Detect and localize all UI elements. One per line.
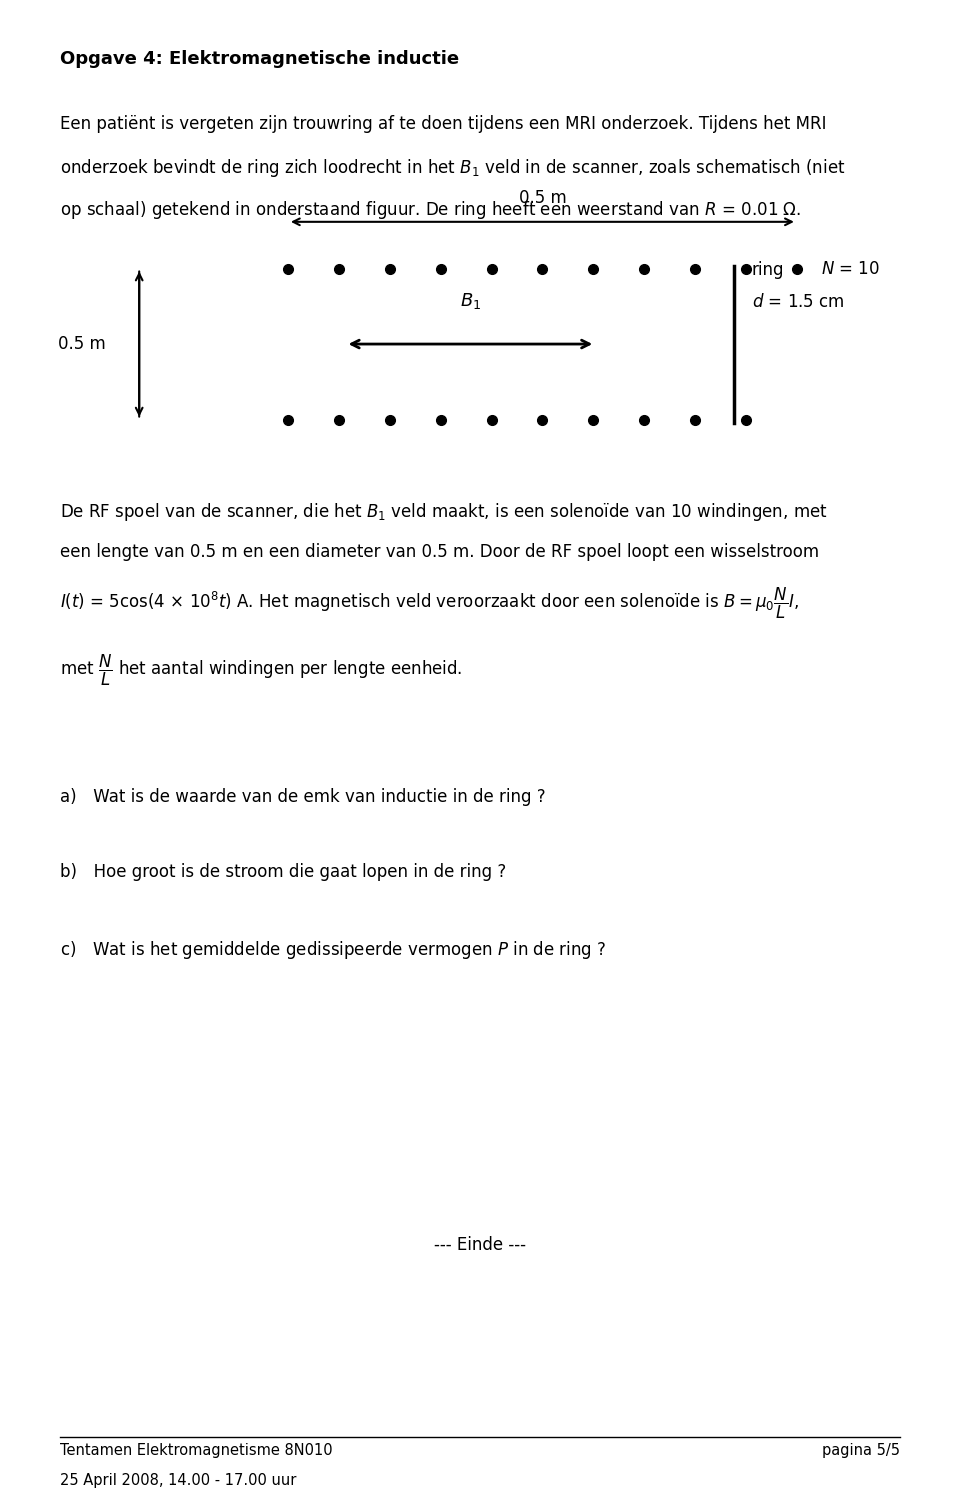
Text: De RF spoel van de scanner, die het $B_1$ veld maakt, is een solenoïde van 10 wi: De RF spoel van de scanner, die het $B_1… bbox=[60, 501, 828, 524]
Text: met $\dfrac{N}{L}$ het aantal windingen per lengte eenheid.: met $\dfrac{N}{L}$ het aantal windingen … bbox=[60, 653, 463, 688]
Text: c) Wat is het gemiddelde gedissipeerde vermogen $P$ in de ring ?: c) Wat is het gemiddelde gedissipeerde v… bbox=[60, 939, 607, 961]
Text: pagina 5/5: pagina 5/5 bbox=[822, 1443, 900, 1458]
Text: $N$ = 10: $N$ = 10 bbox=[821, 260, 879, 278]
Text: --- Einde ---: --- Einde --- bbox=[434, 1236, 526, 1254]
Text: ring: ring bbox=[752, 261, 784, 279]
Text: $B_1$: $B_1$ bbox=[460, 291, 481, 311]
Text: b) Hoe groot is de stroom die gaat lopen in de ring ?: b) Hoe groot is de stroom die gaat lopen… bbox=[60, 863, 507, 881]
Text: Tentamen Elektromagnetisme 8N010: Tentamen Elektromagnetisme 8N010 bbox=[60, 1443, 333, 1458]
Text: op schaal) getekend in onderstaand figuur. De ring heeft een weerstand van $R$ =: op schaal) getekend in onderstaand figuu… bbox=[60, 199, 802, 222]
Text: 25 April 2008, 14.00 - 17.00 uur: 25 April 2008, 14.00 - 17.00 uur bbox=[60, 1473, 297, 1488]
Text: onderzoek bevindt de ring zich loodrecht in het $B_1$ veld in de scanner, zoals : onderzoek bevindt de ring zich loodrecht… bbox=[60, 157, 846, 180]
Text: a) Wat is de waarde van de emk van inductie in de ring ?: a) Wat is de waarde van de emk van induc… bbox=[60, 788, 546, 806]
Text: 0.5 m: 0.5 m bbox=[58, 335, 106, 353]
Text: een lengte van 0.5 m en een diameter van 0.5 m. Door de RF spoel loopt een wisse: een lengte van 0.5 m en een diameter van… bbox=[60, 543, 820, 561]
Text: Opgave 4: Elektromagnetische inductie: Opgave 4: Elektromagnetische inductie bbox=[60, 50, 460, 68]
Text: $I(t)$ = 5cos(4 × 10$^8$$t$) A. Het magnetisch veld veroorzaakt door een solenoï: $I(t)$ = 5cos(4 × 10$^8$$t$) A. Het magn… bbox=[60, 585, 800, 620]
Text: $d$ = 1.5 cm: $d$ = 1.5 cm bbox=[752, 293, 845, 311]
Text: Een patiënt is vergeten zijn trouwring af te doen tijdens een MRI onderzoek. Tij: Een patiënt is vergeten zijn trouwring a… bbox=[60, 115, 827, 133]
Text: 0.5 m: 0.5 m bbox=[518, 189, 566, 207]
